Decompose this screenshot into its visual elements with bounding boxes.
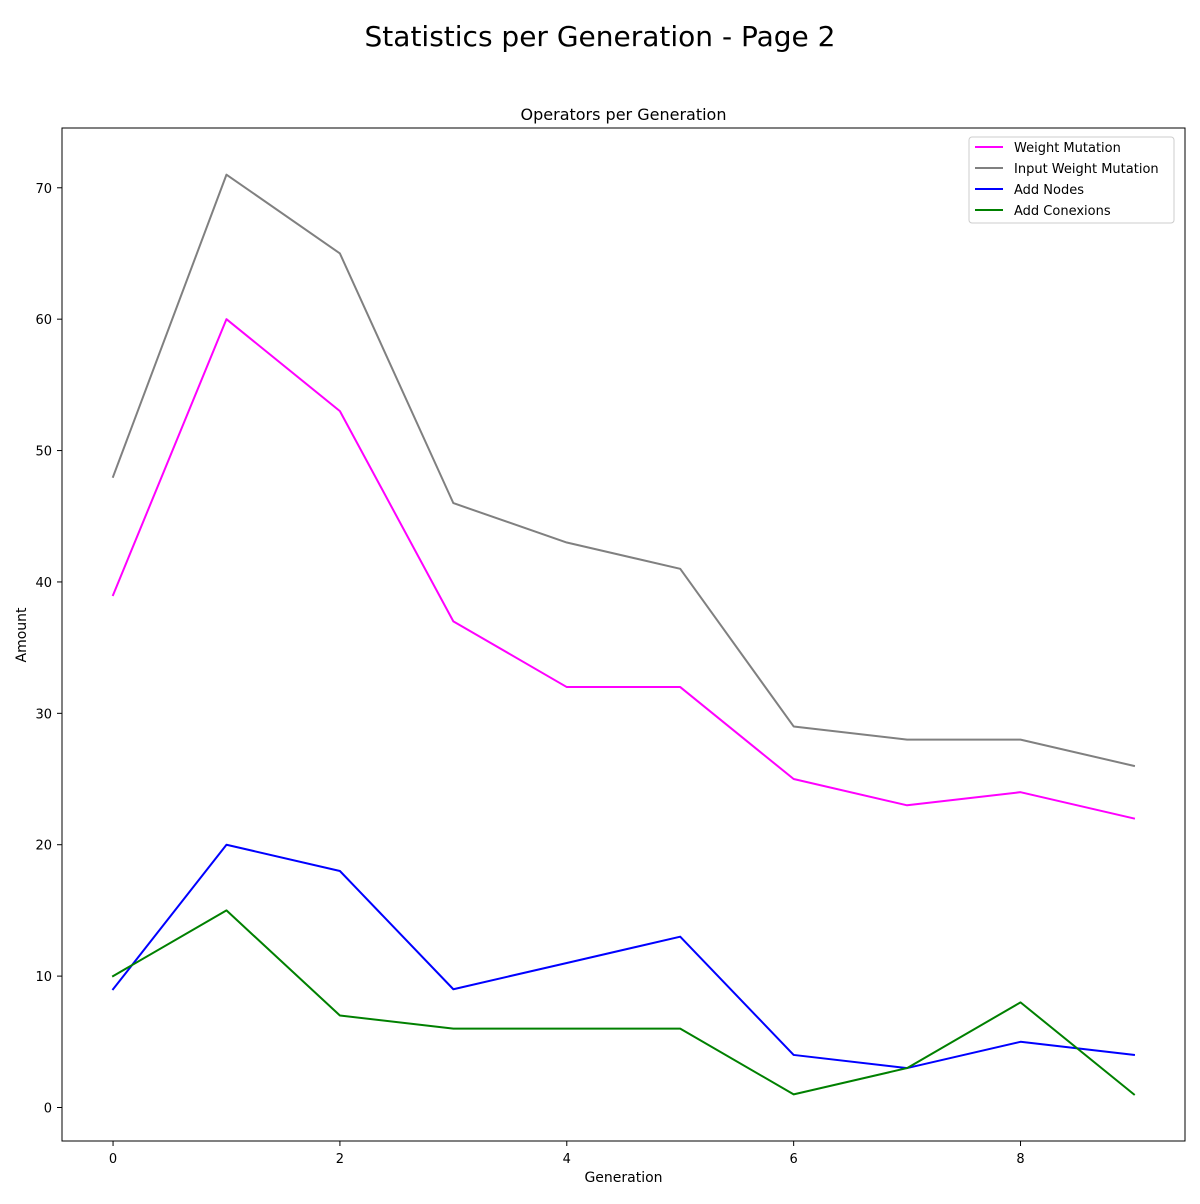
y-tick-label: 30 [35,707,52,722]
x-axis-label: Generation [584,1170,662,1186]
legend-box [968,136,1175,224]
legend-label: Add Conexions [1014,204,1111,219]
y-tick-label: 50 [35,445,52,460]
x-tick-label: 0 [109,1152,117,1167]
x-tick-label: 2 [336,1152,344,1167]
legend-label: Input Weight Mutation [1014,162,1159,177]
x-tick-label: 8 [1016,1152,1024,1167]
x-tick-label: 4 [563,1152,571,1167]
y-tick-label: 40 [35,576,52,591]
x-tick-label: 6 [790,1152,798,1167]
legend: Weight Mutation Input Weight Mutation Add … [968,136,1175,224]
y-tick-label: 20 [35,839,52,854]
y-tick-label: 10 [35,970,52,985]
series-line-1 [111,173,1136,768]
legend-label: Add Nodes [1014,183,1084,198]
series-line-0 [111,318,1136,820]
chart-title: Operators per Generation [521,105,727,124]
axes-frame [61,127,1186,1142]
plot-area: 0 2 4 6 8 0 10 20 30 40 50 60 70 Weight Mutation Input… [35,127,1186,1167]
y-tick-label: 70 [35,182,52,197]
y-tick-label: 0 [44,1101,52,1116]
legend-label: Weight Mutation [1014,141,1121,156]
y-axis-label: Amount [14,607,30,663]
series-line-2 [111,843,1136,1070]
y-tick-label: 60 [35,313,52,328]
figure-title: Statistics per Generation - Page 2 [365,20,836,53]
series-line-3 [111,909,1136,1096]
